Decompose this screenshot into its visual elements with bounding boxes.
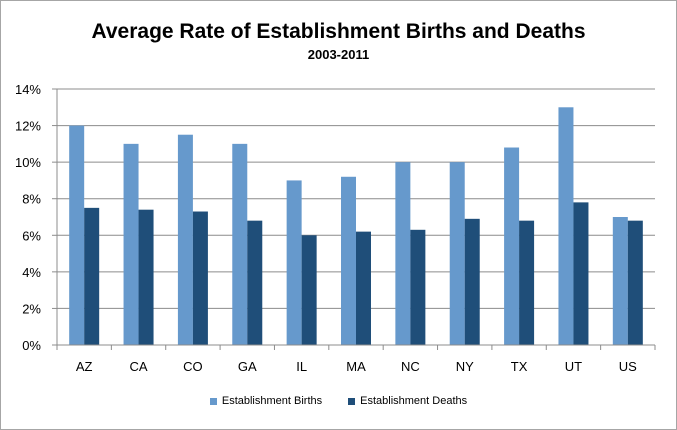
bar-births (341, 176, 356, 345)
bar-births (232, 143, 248, 345)
bar-births (177, 134, 193, 345)
bar-births (123, 143, 139, 345)
bar-deaths (573, 202, 589, 345)
x-tick-label: MA (346, 359, 366, 374)
x-tick-label: IL (296, 359, 307, 374)
chart-title: Average Rate of Establishment Births and… (91, 20, 586, 43)
y-tick-label: 8% (22, 192, 41, 207)
bar-deaths (464, 218, 480, 345)
bar-deaths (192, 211, 208, 345)
bar-deaths (410, 229, 426, 345)
x-tick-label: CA (130, 359, 148, 374)
x-tick-label: US (619, 359, 637, 374)
legend-swatch-deaths (348, 397, 356, 405)
x-tick-label: GA (238, 359, 257, 374)
bar-births (449, 162, 465, 345)
legend-label-births: Establishment Births (221, 395, 323, 407)
bar-deaths (519, 220, 535, 345)
bar-deaths (356, 231, 371, 345)
bar-deaths (627, 220, 643, 345)
legend-label-deaths: Establishment Deaths (360, 395, 468, 407)
y-tick-label: 4% (22, 265, 41, 280)
x-tick-label: NC (401, 359, 420, 374)
bar-births (69, 125, 85, 345)
x-tick-label: NY (456, 359, 474, 374)
y-tick-label: 10% (15, 155, 41, 170)
bar-births (286, 180, 302, 345)
y-tick-label: 0% (22, 338, 41, 353)
y-tick-label: 6% (22, 228, 41, 243)
legend-entry-births: Establishment Births (209, 395, 323, 407)
bar-births (395, 162, 411, 345)
y-tick-label: 12% (15, 119, 41, 134)
x-tick-label: AZ (76, 359, 93, 374)
legend: Establishment Births Establishment Death… (0, 395, 677, 407)
bar-births (504, 147, 520, 345)
chart-subtitle: 2003-2011 (307, 47, 370, 62)
x-tick-label: UT (565, 359, 582, 374)
bar-deaths (301, 235, 317, 345)
y-tick-label: 2% (22, 301, 41, 316)
x-tick-label: TX (511, 359, 528, 374)
legend-entry-deaths: Establishment Deaths (348, 395, 467, 407)
bar-deaths (84, 207, 100, 345)
bar-births (558, 107, 574, 346)
y-tick-label: 14% (15, 82, 41, 97)
bar-deaths (247, 220, 263, 345)
bar-deaths (138, 209, 154, 345)
bar-births (612, 217, 628, 345)
x-tick-label: CO (183, 359, 203, 374)
legend-swatch-births (209, 397, 217, 405)
